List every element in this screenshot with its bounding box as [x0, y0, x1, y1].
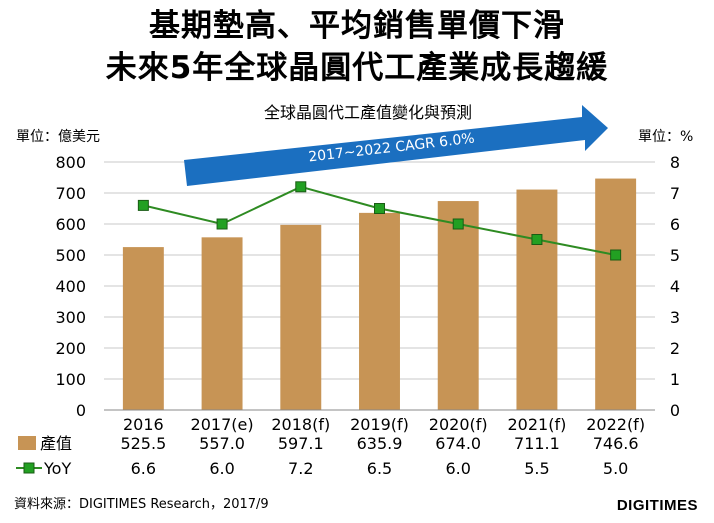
yoy-marker-2019(f) — [374, 203, 385, 214]
bar-2020(f) — [437, 201, 479, 410]
right-axis-tick-label: 7 — [670, 184, 680, 203]
chart-subtitle: 全球晶圓代工產值變化與預測 — [264, 103, 472, 122]
bar-value-label: 674.0 — [435, 434, 481, 453]
right-axis-tick-label: 2 — [670, 339, 680, 358]
right-axis-tick-label: 8 — [670, 153, 680, 172]
right-axis-tick-label: 1 — [670, 370, 680, 389]
left-axis-tick-label: 700 — [55, 184, 86, 203]
legend-line-label: YoY — [43, 459, 71, 478]
chart-title-line-1: 基期墊高、平均銷售單價下滑 — [149, 8, 565, 44]
bar-2018(f) — [280, 224, 322, 410]
legend-bar-label: 產值 — [40, 434, 72, 453]
yoy-value-label: 6.0 — [209, 459, 234, 478]
x-category-label: 2018(f) — [271, 415, 330, 434]
left-axis-tick-label: 500 — [55, 246, 86, 265]
right-axis-tick-label: 5 — [670, 246, 680, 265]
x-category-label: 2019(f) — [350, 415, 409, 434]
right-axis-tick-label: 3 — [670, 308, 680, 327]
bar-2019(f) — [359, 212, 400, 410]
yoy-marker-2022(f) — [610, 249, 622, 261]
bar-value-label: 525.5 — [120, 434, 166, 453]
x-category-label: 2016 — [123, 415, 164, 434]
yoy-value-label: 6.6 — [131, 459, 156, 478]
yoy-value-label: 6.0 — [445, 459, 470, 478]
yoy-marker-2016 — [137, 199, 149, 211]
bar-2021(f) — [516, 189, 558, 410]
right-axis-tick-label: 4 — [670, 277, 680, 296]
yoy-value-label: 6.5 — [367, 459, 392, 478]
left-axis-tick-label: 800 — [55, 153, 86, 172]
yoy-value-label: 7.2 — [288, 459, 313, 478]
left-axis-tick-label: 400 — [55, 277, 86, 296]
left-axis-tick-label: 600 — [55, 215, 86, 234]
chart-title-line-2: 未來5年全球晶圓代工產業成長趨緩 — [105, 50, 609, 86]
bar-value-label: 746.6 — [593, 434, 639, 453]
left-axis-tick-label: 300 — [55, 308, 86, 327]
yoy-value-label: 5.5 — [524, 459, 549, 478]
bar-2016 — [122, 247, 164, 410]
x-category-label: 2021(f) — [508, 415, 567, 434]
yoy-marker-2018(f) — [295, 181, 307, 193]
yoy-marker-2020(f) — [452, 218, 464, 230]
left-axis-tick-label: 0 — [76, 401, 86, 420]
digitimes-logo: DIGITIMES — [616, 497, 698, 514]
right-axis-tick-label: 0 — [670, 401, 680, 420]
bar-value-label: 597.1 — [278, 434, 324, 453]
yoy-marker-2021(f) — [531, 234, 543, 245]
bar-value-label: 635.9 — [357, 434, 403, 453]
bar-value-label: 557.0 — [199, 434, 245, 453]
left-axis-unit: 單位：億美元 — [16, 129, 100, 145]
left-axis-tick-label: 100 — [55, 370, 86, 389]
right-axis-unit: 單位：% — [638, 129, 693, 145]
yoy-value-label: 5.0 — [603, 459, 628, 478]
bar-2022(f) — [595, 178, 637, 410]
right-axis-tick-label: 6 — [670, 215, 680, 234]
left-axis-tick-label: 200 — [55, 339, 86, 358]
x-category-label: 2017(e) — [191, 415, 254, 434]
source-note: 資料來源：DIGITIMES Research，2017/9 — [14, 497, 269, 512]
bar-2017(e) — [201, 237, 243, 410]
x-category-label: 2022(f) — [586, 415, 645, 434]
legend-line-marker — [23, 462, 35, 474]
legend-bar-swatch — [18, 436, 36, 450]
yoy-marker-2017(e) — [216, 218, 228, 230]
x-category-label: 2020(f) — [429, 415, 488, 434]
cagr-arrow — [184, 105, 608, 186]
bar-value-label: 711.1 — [514, 434, 560, 453]
